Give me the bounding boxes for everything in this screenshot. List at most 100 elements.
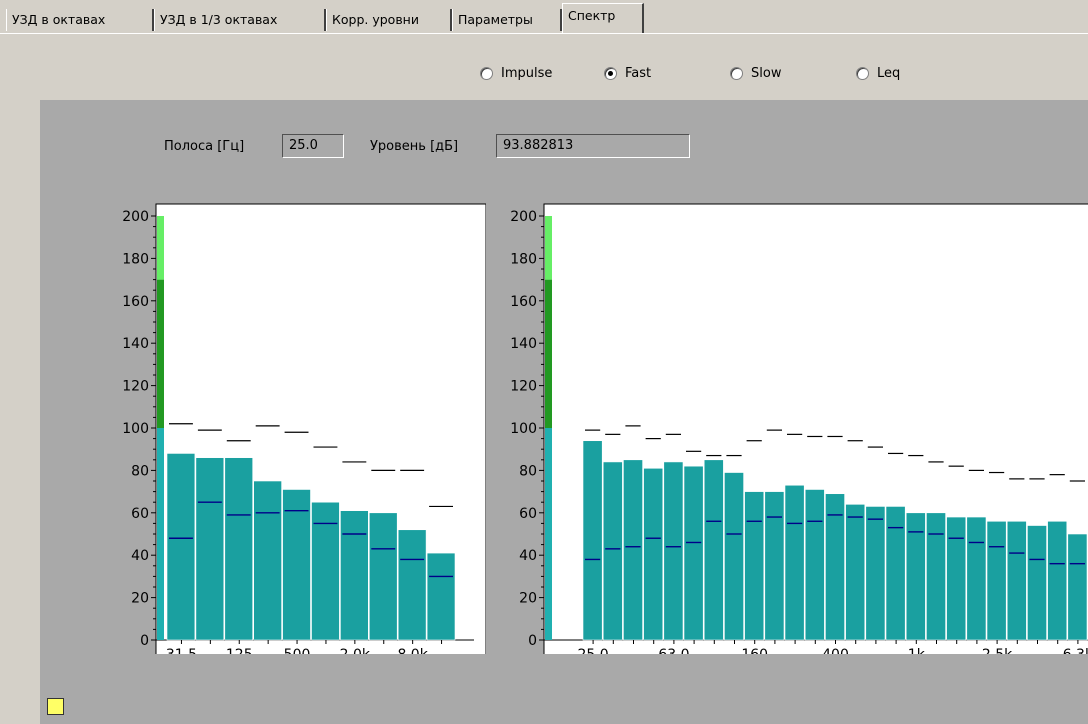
spectrum-bar [582, 440, 603, 641]
level-indicator-cyan [545, 428, 552, 640]
octave-spectrum-chart[interactable]: 0 20 40 60 80 100 120 140 160 180 200 31.5 125 500 2.0… [90, 196, 487, 663]
spectrum-bar [195, 457, 225, 641]
level-value-field: 93.882813 [496, 134, 690, 158]
radio-leq[interactable]: Leq [856, 66, 900, 81]
spectrum-bar [663, 461, 684, 641]
spectrum-bar [724, 472, 744, 641]
radio-circle-icon [480, 67, 493, 80]
level-indicator-cyan [157, 428, 164, 640]
x-tick-label: 125 [226, 647, 253, 654]
y-tick-label: 200 [510, 209, 537, 225]
y-tick-label: 40 [519, 548, 537, 564]
y-tick-label: 20 [131, 591, 149, 607]
spectrum-panel: Полоса [Гц] 25.0 Уровень [дБ] 93.882813 … [40, 100, 1088, 724]
y-tick-label: 180 [510, 251, 537, 267]
y-tick-label: 160 [122, 294, 149, 310]
radio-circle-icon [856, 67, 869, 80]
radio-fast-label: Fast [625, 66, 652, 81]
radio-impulse-label: Impulse [501, 66, 553, 81]
x-tick-label: 8.0k [397, 647, 428, 654]
radio-circle-icon [730, 67, 743, 80]
spectrum-bar [282, 489, 311, 641]
x-tick-label: 500 [284, 647, 311, 654]
spectrum-bar [744, 491, 765, 641]
spectrum-bar [946, 516, 967, 641]
band-label: Полоса [Гц] [164, 139, 245, 154]
x-tick-label: 2.5k [982, 647, 1013, 654]
x-tick-label: 2.0k [340, 647, 371, 654]
y-tick-label: 80 [131, 463, 149, 479]
spectrum-bar [1067, 533, 1088, 641]
spectrum-bar [368, 512, 398, 641]
level-label: Уровень [дБ] [370, 139, 459, 154]
spectrum-bar [166, 453, 196, 641]
radio-impulse[interactable]: Impulse [480, 66, 552, 81]
level-indicator-dark_green [157, 279, 164, 428]
x-tick-label: 31.5 [166, 647, 197, 654]
spectrum-bar [683, 465, 704, 641]
y-tick-label: 200 [122, 209, 149, 225]
spectrum-bar [224, 457, 254, 641]
spectrum-bar [825, 493, 845, 641]
y-tick-label: 80 [519, 463, 537, 479]
spectrum-bar [885, 506, 906, 641]
x-tick-label: 400 [822, 647, 849, 654]
y-tick-label: 140 [122, 336, 149, 352]
tab-separator [0, 33, 1088, 34]
spectrum-bar [1047, 520, 1068, 641]
spectrum-bar [986, 520, 1007, 641]
spectrum-bar [845, 504, 866, 641]
tab-third-octaves[interactable]: УЗД в 1/3 октавах [154, 9, 326, 31]
level-indicator-light_green [545, 216, 552, 280]
band-value-field: 25.0 [282, 134, 344, 158]
spectrum-bar [602, 461, 623, 641]
y-tick-label: 180 [122, 251, 149, 267]
y-tick-label: 0 [140, 633, 149, 649]
status-indicator-square [47, 698, 64, 715]
spectrum-bar [643, 467, 664, 641]
spectrum-bar [966, 516, 987, 641]
y-tick-label: 60 [131, 506, 149, 522]
spectrum-bar [426, 552, 456, 641]
tab-bar: УЗД в октавах УЗД в 1/3 октавах Корр. ур… [0, 0, 1088, 34]
third-octave-spectrum-chart[interactable]: 0 20 40 60 80 100 120 140 160 180 200 25.0 63.0 160 40… [500, 196, 1088, 663]
y-tick-label: 20 [519, 591, 537, 607]
radio-slow[interactable]: Slow [730, 66, 781, 81]
spectrum-bar [764, 491, 785, 641]
radio-leq-label: Leq [877, 66, 901, 81]
x-tick-label: 25.0 [578, 647, 609, 654]
x-tick-label: 63.0 [658, 647, 689, 654]
spectrum-bar [1006, 520, 1027, 641]
spectrum-bar [926, 512, 946, 641]
third-octave-spectrum-svg: 0 20 40 60 80 100 120 140 160 180 200 25.0 63.0 160 40… [510, 203, 1088, 663]
spectrum-bar [703, 459, 724, 641]
level-indicator-dark_green [545, 279, 552, 428]
y-tick-label: 140 [510, 336, 537, 352]
y-tick-label: 0 [528, 633, 537, 649]
y-tick-label: 160 [510, 294, 537, 310]
tab-parameters[interactable]: Параметры [452, 9, 562, 31]
tab-corr-levels[interactable]: Корр. уровни [326, 9, 452, 31]
x-tick-label: 160 [741, 647, 768, 654]
y-tick-label: 100 [510, 421, 537, 437]
radio-circle-selected-icon [604, 67, 617, 80]
level-indicator-light_green [157, 216, 164, 280]
spectrum-bar [311, 501, 340, 641]
x-tick-label: 1k [908, 647, 926, 654]
spectrum-bar [340, 510, 369, 641]
y-tick-label: 40 [131, 548, 149, 564]
tab-spectrum[interactable]: Спектр [562, 3, 644, 33]
spectrum-bar [865, 506, 886, 641]
spectrum-bar [623, 459, 643, 641]
x-tick-label: 6.3k [1063, 647, 1088, 654]
y-tick-label: 120 [510, 379, 537, 395]
spectrum-bar [804, 489, 825, 641]
octave-spectrum-svg: 0 20 40 60 80 100 120 140 160 180 200 31.5 125 500 2.0… [122, 203, 487, 663]
y-tick-label: 60 [519, 506, 537, 522]
radio-fast[interactable]: Fast [604, 66, 651, 81]
tab-octaves[interactable]: УЗД в октавах [6, 9, 154, 31]
spectrum-bar [784, 484, 805, 641]
spectrum-bar [397, 529, 427, 641]
spectrum-bar [253, 480, 282, 641]
y-tick-label: 120 [122, 379, 149, 395]
